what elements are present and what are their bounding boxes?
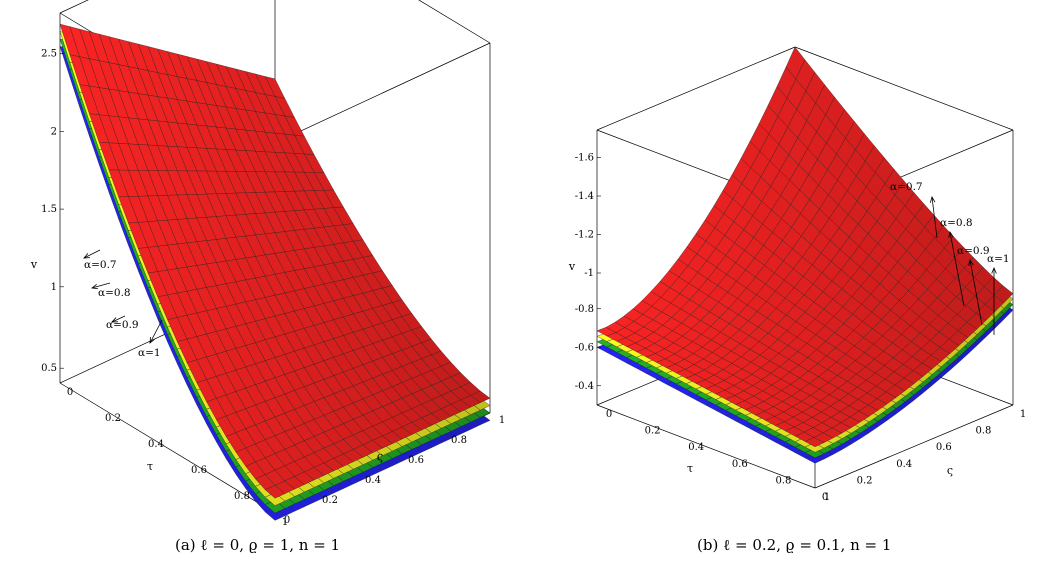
x-tick-label: 1 xyxy=(824,492,830,503)
z-tick-label: 1 xyxy=(51,282,57,293)
x-tick-label: 0.6 xyxy=(732,459,748,470)
annotation-arrow-head xyxy=(111,317,119,323)
y-tick-label: 0.2 xyxy=(322,495,338,506)
y-tick-label: 0.6 xyxy=(936,442,952,453)
annotation-arrow-head xyxy=(91,283,99,290)
x-tick-label: 0.2 xyxy=(645,426,661,437)
z-tick-label: -1.2 xyxy=(575,230,594,241)
z-tick-label: 2.5 xyxy=(41,49,57,60)
y-axis-label: ς xyxy=(377,450,383,463)
chart-panel-a: 0.5 1 1.5 2 2.5 0 0.2 0.4 0.6 0.8 1 0 0.2 0.4 0.6 0.8 1 v… xyxy=(30,0,505,554)
y-tick-label: 0 xyxy=(822,492,828,503)
surface-patch xyxy=(264,485,286,499)
annotation-label: α=0.7 xyxy=(890,181,923,193)
x-tick-label: 0.4 xyxy=(148,439,164,450)
z-tick-label: 0.5 xyxy=(41,363,57,374)
y-tick-label: 0.6 xyxy=(408,455,424,466)
annotation-arrow-head xyxy=(929,195,936,203)
y-tick-label: 0.2 xyxy=(857,475,873,486)
x-tick-label: 1 xyxy=(282,517,288,528)
z-tick-label: -1.4 xyxy=(575,191,594,202)
annotation-label: α=0.9 xyxy=(106,319,139,331)
caption-b: (b) ℓ = 0.2, ϱ = 0.1, n = 1 xyxy=(697,536,892,554)
z-tick-label: 1.5 xyxy=(41,204,57,215)
x-tick-label: 0.6 xyxy=(191,465,207,476)
y-tick-label: 0.8 xyxy=(975,426,991,437)
annotation-arrow xyxy=(149,319,163,344)
annotation-label: α=0.8 xyxy=(98,287,131,299)
z-axis-label: v xyxy=(568,260,576,273)
x-tick-label: 0 xyxy=(606,409,612,420)
y-tick-label: 0.4 xyxy=(896,459,912,470)
annotation-arrow-head xyxy=(991,266,997,274)
y-tick-label: 0 xyxy=(284,515,290,526)
box-edge xyxy=(418,0,491,44)
y-tick-label: 0.8 xyxy=(451,435,467,446)
annotation-arrow xyxy=(949,231,965,307)
z-tick-label: -0.6 xyxy=(575,342,594,353)
annotation-arrow xyxy=(969,259,983,326)
x-tick-label: 0 xyxy=(67,387,73,398)
y-axis-label: ς xyxy=(947,464,953,477)
y-tick-label: 1 xyxy=(499,415,505,426)
y-tick-label: 1 xyxy=(1020,409,1026,420)
z-tick-label: -1 xyxy=(584,268,594,279)
box-edge xyxy=(596,46,796,131)
z-tick-label: -1.6 xyxy=(575,153,594,164)
z-tick-label: -0.4 xyxy=(575,381,594,392)
box-edge xyxy=(59,0,89,14)
x-tick-label: 0.2 xyxy=(105,413,121,424)
surface-1 xyxy=(596,46,1014,447)
box-edge xyxy=(274,42,491,144)
surface-patch xyxy=(993,285,1014,303)
annotation-arrow xyxy=(111,315,126,323)
x-tick-label: 0.4 xyxy=(688,442,704,453)
surface-1 xyxy=(59,23,491,499)
annotation-label: α=0.8 xyxy=(940,217,973,229)
annotation-arrow xyxy=(91,282,111,289)
surface-plot-a: 0.511.522.500.20.40.60.8100.20.40.60.81v… xyxy=(30,0,505,528)
annotation-label: α=0.9 xyxy=(957,245,990,257)
z-tick-label: -0.8 xyxy=(575,304,594,315)
annotation-arrow-head xyxy=(149,336,155,344)
annotation-arrow-head xyxy=(948,230,954,238)
x-axis-label: τ xyxy=(147,460,153,473)
annotation-label: α=0.7 xyxy=(84,259,117,271)
annotation-arrow-head xyxy=(968,258,974,266)
annotation-arrow-head xyxy=(83,253,91,259)
x-tick-label: 0.8 xyxy=(234,491,250,502)
annotation-arrow xyxy=(83,249,101,259)
x-axis-label: τ xyxy=(687,462,693,475)
chart-panel-b: -0.4 -0.6 -0.8 -1 -1.2 -1.4 -1.6 0 0.2 0.4 0.6 0.8 1… xyxy=(522,0,1043,564)
y-tick-label: 0.4 xyxy=(365,475,381,486)
annotation-arrow xyxy=(931,196,938,239)
annotation-label: α=1 xyxy=(987,253,1010,265)
z-tick-label: 2 xyxy=(51,126,57,137)
box-edge xyxy=(596,404,816,489)
annotation-label: α=1 xyxy=(138,347,161,359)
z-axis-label: v xyxy=(30,258,38,271)
x-tick-label: 0.8 xyxy=(775,475,791,486)
caption-a: (a) ℓ = 0, ϱ = 1, n = 1 xyxy=(175,536,341,554)
surface-plot-b: -0.4 -0.6 -0.8 -1 -1.2 -1.4 -1.6 0 0.2 0.4 0.6 0.8 1… xyxy=(568,46,1026,503)
box-edge xyxy=(794,46,1014,131)
box-edge xyxy=(59,382,276,514)
box-edge xyxy=(814,404,1014,489)
